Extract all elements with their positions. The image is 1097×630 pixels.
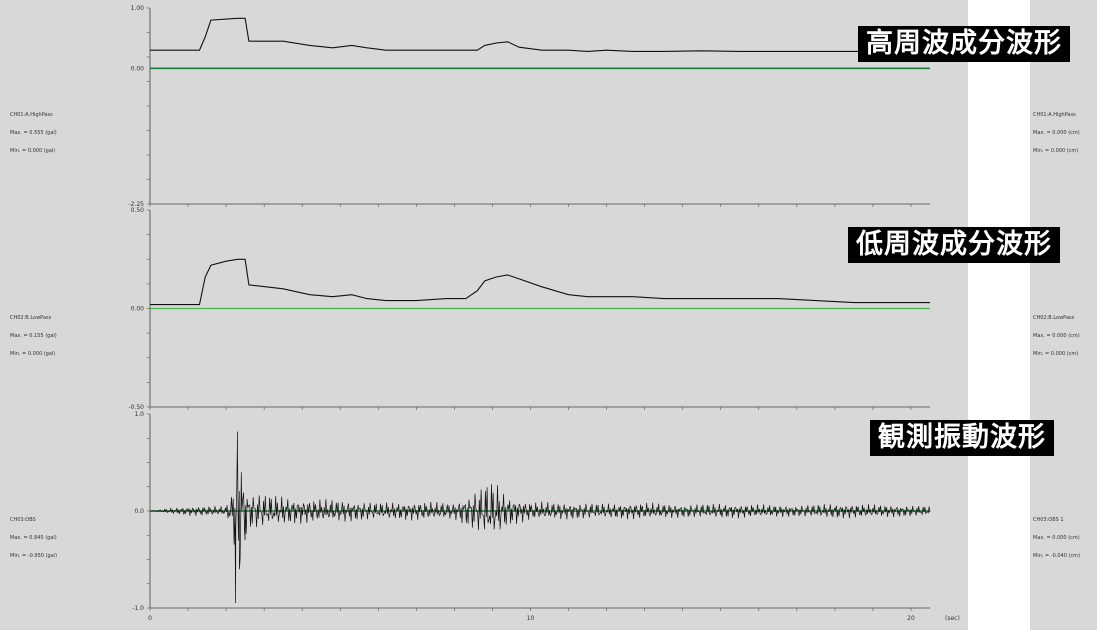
channel-max: Max. = 0.555 (gal) (10, 130, 57, 136)
channel-name: CH03:OBS 1 (1033, 517, 1064, 523)
x-tick-label: 20 (907, 615, 915, 622)
right-chart-panel-partial (1030, 0, 1097, 630)
waveform-line-1 (150, 258, 930, 306)
low-frequency-title: 低周波成分波形 (848, 227, 1060, 263)
channel-info-high: CH01:A.HighPass Max. = 0.555 (gal) Min. … (10, 100, 57, 160)
y-tick-label: 1.0 (134, 411, 144, 418)
channel-max: Max. = 0.155 (gal) (10, 333, 57, 339)
x-tick-label: 0 (148, 615, 152, 622)
channel-max: Max. = 0.000 (cm) (1033, 333, 1080, 339)
channel-info-observed: CH03:OBS Max. = 0.845 (gal) Min. = -0.95… (10, 505, 57, 565)
y-tick-label: -2.25 (128, 201, 144, 208)
y-tick-label: 0.00 (131, 65, 145, 72)
x-axis-unit: (sec) (945, 615, 960, 622)
x-tick-label: 10 (527, 615, 535, 622)
channel-min: Min. = 0.000 (gal) (10, 351, 56, 357)
y-tick-label: -0.50 (128, 404, 144, 411)
observed-vibration-title: 観測振動波形 (870, 420, 1054, 456)
right-channel-info-observed: CH03:OBS 1 Max. = 0.000 (cm) Min. = -0.0… (1033, 505, 1080, 565)
right-channel-info-low: CH02:B.LowPass Max. = 0.000 (cm) Min. = … (1033, 303, 1080, 363)
waveform-line-2 (150, 431, 931, 604)
channel-min: Min. = -0.040 (cm) (1033, 553, 1081, 559)
channel-name: CH02:B.LowPass (10, 315, 52, 321)
channel-name: CH01:A.HighPass (10, 112, 53, 118)
y-tick-label: 0.50 (131, 207, 145, 214)
y-tick-label: 0.0 (134, 508, 144, 515)
channel-min: Min. = 0.000 (gal) (10, 148, 56, 154)
channel-max: Max. = 0.000 (cm) (1033, 535, 1080, 541)
channel-info-low: CH02:B.LowPass Max. = 0.155 (gal) Min. =… (10, 303, 57, 363)
high-frequency-title: 高周波成分波形 (858, 26, 1070, 62)
channel-min: Min. = 0.000 (cm) (1033, 351, 1079, 357)
channel-name: CH01:A.HighPass (1033, 112, 1076, 118)
y-tick-label: 0.00 (131, 306, 145, 313)
right-channel-info-high: CH01:A.HighPass Max. = 0.000 (cm) Min. =… (1033, 100, 1080, 160)
channel-name: CH02:B.LowPass (1033, 315, 1075, 321)
channel-min: Min. = -0.950 (gal) (10, 553, 58, 559)
y-tick-label: 1.00 (131, 5, 145, 12)
channel-max: Max. = 0.000 (cm) (1033, 130, 1080, 136)
channel-min: Min. = 0.000 (cm) (1033, 148, 1079, 154)
channel-name: CH03:OBS (10, 517, 36, 523)
channel-max: Max. = 0.845 (gal) (10, 535, 57, 541)
waveform-line-0 (150, 17, 930, 52)
y-tick-label: -1.0 (132, 605, 144, 612)
